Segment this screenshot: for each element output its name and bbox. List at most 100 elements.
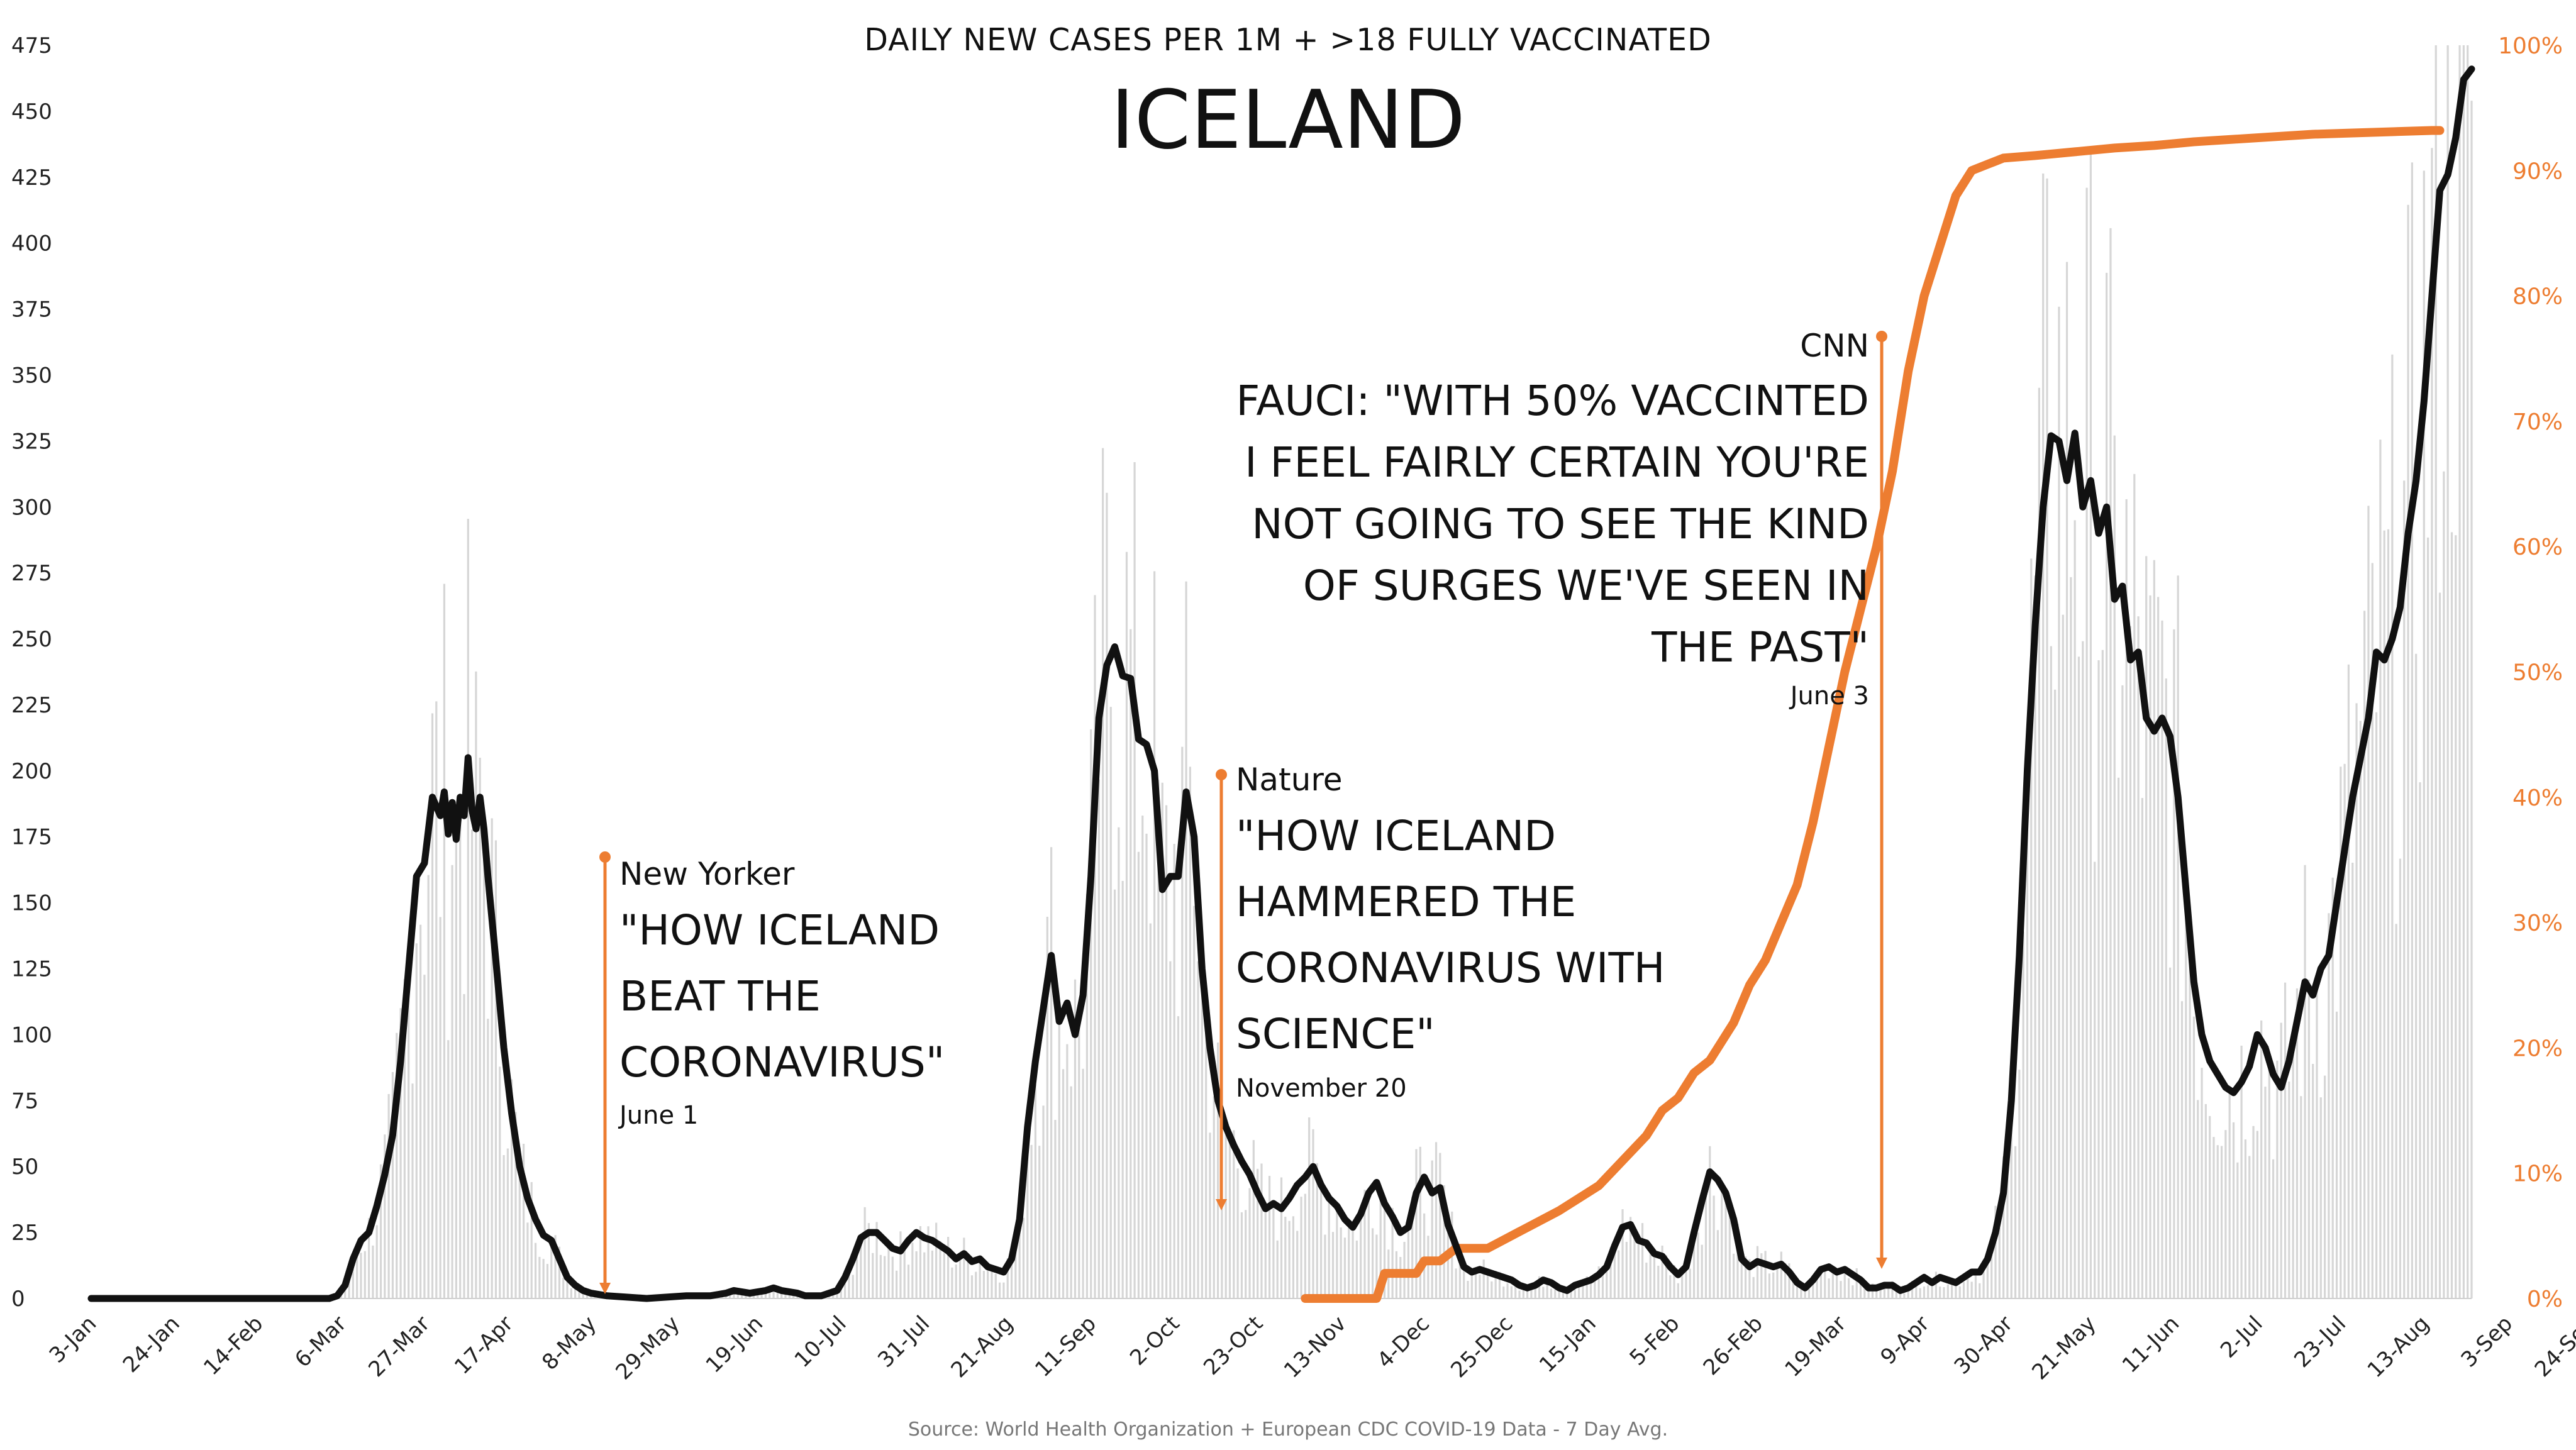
daily-case-bar	[2125, 499, 2128, 1298]
daily-case-bar	[1526, 1288, 1529, 1298]
x-tick-label: 2-Oct	[1125, 1311, 1184, 1370]
daily-case-bar	[1026, 1141, 1029, 1298]
x-tick-label: 19-Mar	[1780, 1311, 1851, 1382]
daily-case-bar	[1967, 1275, 1969, 1298]
daily-case-bar	[1514, 1285, 1517, 1298]
daily-case-bar	[1197, 961, 1199, 1298]
daily-case-bar	[911, 1242, 914, 1298]
daily-case-bar	[2351, 863, 2354, 1298]
daily-case-bar	[2010, 1064, 2012, 1298]
daily-case-bar	[1379, 1194, 1382, 1298]
y-left-tick-label: 275	[11, 561, 52, 586]
daily-case-bar	[2379, 440, 2382, 1298]
daily-case-bar	[2185, 900, 2187, 1298]
daily-case-bar	[1986, 1251, 1989, 1298]
daily-case-bar	[1300, 1197, 1302, 1298]
daily-case-bar	[1458, 1263, 1461, 1298]
daily-case-bar	[1673, 1265, 1675, 1298]
daily-case-bar	[1102, 448, 1104, 1299]
daily-case-bar	[550, 1238, 553, 1298]
daily-case-bar	[1455, 1268, 1457, 1298]
daily-case-bar	[1788, 1263, 1790, 1298]
daily-case-bar	[2209, 1115, 2211, 1298]
daily-case-bar	[1165, 805, 1168, 1298]
x-tick-label: 11-Sep	[1030, 1311, 1101, 1382]
daily-case-bar	[1681, 1271, 1684, 1298]
daily-case-bar	[463, 993, 465, 1298]
daily-case-bar	[1669, 1275, 1672, 1298]
daily-case-bar	[2077, 656, 2080, 1298]
x-tick-label: 27-Mar	[364, 1311, 435, 1382]
daily-case-bar	[1177, 1016, 1180, 1298]
daily-case-bar	[1185, 581, 1187, 1298]
daily-case-bar	[2411, 162, 2413, 1298]
y-left-tick-label: 175	[11, 825, 52, 850]
x-tick-label: 3-Sep	[2457, 1311, 2518, 1373]
daily-case-bar	[1554, 1289, 1557, 1298]
daily-case-bar	[1375, 1234, 1378, 1298]
y-right-tick-label: 0%	[2527, 1287, 2563, 1312]
series-lines	[87, 65, 2475, 1303]
chart-title: ICELAND	[1111, 74, 1465, 167]
daily-case-bar	[1506, 1283, 1509, 1298]
daily-case-bar	[1296, 1231, 1299, 1298]
daily-case-bar	[1415, 1149, 1418, 1298]
annotation-headline: "HOW ICELAND	[1236, 812, 1556, 860]
daily-case-bar	[1764, 1251, 1767, 1298]
daily-case-bar	[2141, 798, 2144, 1298]
daily-case-bar	[967, 1254, 969, 1298]
daily-case-bar	[1895, 1292, 1897, 1298]
daily-case-bar	[1423, 1213, 1426, 1298]
daily-case-bar	[1891, 1281, 1894, 1298]
daily-case-bar	[578, 1288, 580, 1298]
daily-case-bar	[2232, 1122, 2235, 1298]
daily-case-bar	[1276, 1240, 1279, 1298]
daily-case-bar	[1887, 1286, 1890, 1298]
daily-case-bar	[931, 1250, 933, 1298]
daily-case-bar	[1319, 1181, 1323, 1298]
daily-case-bar	[1050, 847, 1053, 1298]
daily-case-bar	[2065, 262, 2068, 1299]
daily-case-bar	[415, 943, 418, 1298]
daily-case-bar	[1510, 1286, 1513, 1298]
y-left-tick-label: 450	[11, 99, 52, 125]
daily-case-bar	[1224, 1122, 1227, 1298]
daily-case-bar	[1213, 1096, 1215, 1298]
daily-case-bar	[1919, 1288, 1921, 1298]
x-tick-label: 3-Jan	[45, 1311, 102, 1368]
daily-case-bar	[2331, 877, 2334, 1298]
daily-case-bar	[1807, 1280, 1811, 1298]
annotation-headline: CORONAVIRUS"	[619, 1038, 945, 1087]
daily-case-bar	[1094, 595, 1096, 1299]
x-tick-label: 21-May	[2028, 1311, 2101, 1385]
y-right-tick-label: 30%	[2512, 910, 2563, 936]
daily-case-bar	[1637, 1242, 1640, 1298]
daily-case-bar	[1756, 1246, 1759, 1298]
daily-case-bar	[919, 1226, 922, 1298]
daily-case-bar	[1252, 1140, 1255, 1298]
x-tick-label: 14-Feb	[199, 1311, 268, 1380]
daily-case-bar	[1518, 1290, 1521, 1298]
daily-case-bar	[487, 1019, 489, 1298]
daily-case-bar	[769, 1290, 771, 1298]
daily-case-bar	[1574, 1290, 1576, 1298]
daily-case-bar	[2153, 560, 2155, 1298]
daily-case-bar	[403, 979, 406, 1298]
daily-case-bar	[2335, 1011, 2338, 1298]
y-left-tick-label: 300	[11, 495, 52, 520]
daily-case-bar	[1498, 1271, 1501, 1298]
daily-case-bar	[1054, 1119, 1057, 1298]
daily-case-bar	[2383, 530, 2385, 1298]
daily-case-bar	[1018, 1190, 1021, 1298]
daily-case-bar	[1308, 1117, 1311, 1298]
daily-case-bar	[2423, 170, 2425, 1299]
daily-case-bar	[2236, 1162, 2239, 1298]
daily-case-bar	[1951, 1280, 1953, 1298]
daily-case-bar	[538, 1256, 541, 1298]
x-tick-label: 10-Jul	[790, 1311, 852, 1373]
daily-case-bar	[1257, 1168, 1259, 1298]
daily-case-bar	[1331, 1232, 1335, 1298]
daily-case-bar	[1562, 1290, 1564, 1298]
daily-case-bar	[1990, 1236, 1993, 1298]
daily-case-bar	[923, 1252, 926, 1298]
